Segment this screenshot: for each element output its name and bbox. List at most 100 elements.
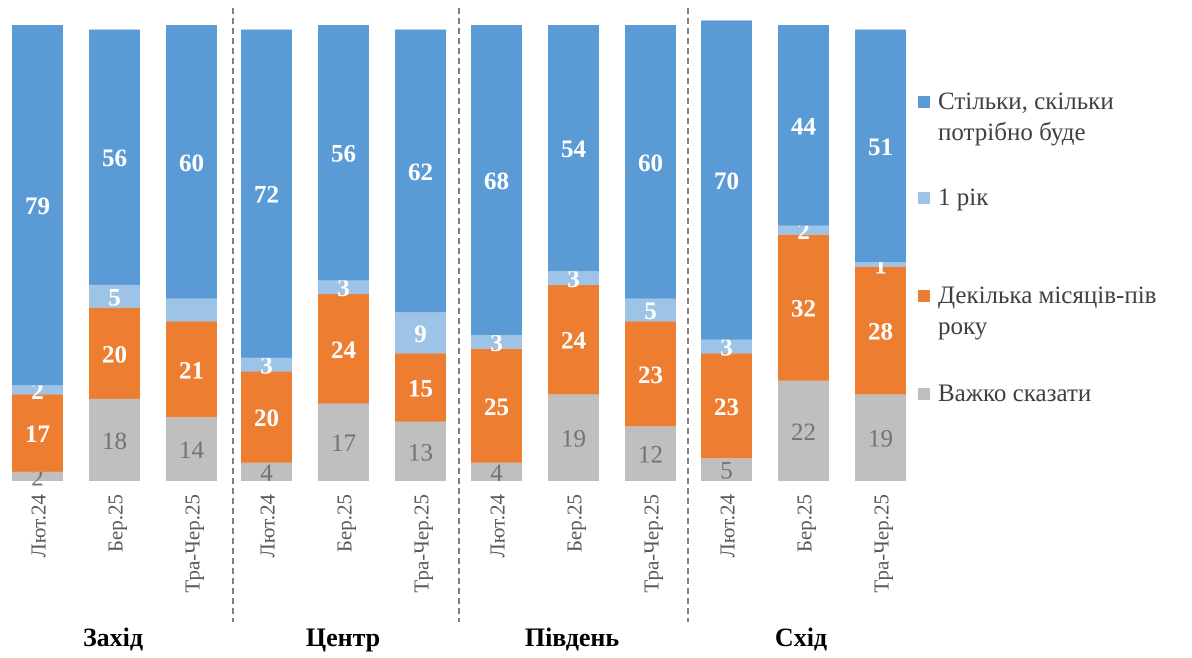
bar-segment-1-рік — [548, 271, 599, 285]
bar-segment-декілька-місяців-пів-року — [241, 371, 292, 463]
data-label: 21 — [179, 357, 204, 384]
bar-segment-1-рік — [701, 339, 752, 354]
legend-swatch-few-months — [918, 290, 930, 302]
bar-segment-стільки-скільки-потрібно-буде — [166, 25, 217, 299]
data-label: 22 — [791, 419, 816, 446]
data-label: 9 — [414, 321, 427, 348]
category-label: Бер.25 — [793, 494, 817, 552]
bar-segment-важко-сказати — [166, 417, 217, 481]
data-label: 79 — [25, 193, 50, 220]
data-label: 60 — [638, 150, 663, 177]
bar-segment-важко-сказати — [241, 462, 292, 481]
bar-segment-декілька-місяців-пів-року — [89, 307, 140, 399]
data-label: 5 — [720, 458, 733, 485]
data-label: 44 — [791, 113, 817, 140]
data-label: 3 — [490, 330, 503, 357]
data-label: 4 — [260, 460, 273, 487]
bar-segment-1-рік — [241, 357, 292, 372]
bar-segment-важко-сказати — [471, 462, 522, 481]
data-label: 14 — [179, 437, 205, 464]
data-label: 19 — [561, 426, 586, 453]
bar-segment-декілька-місяців-пів-року — [855, 266, 906, 395]
bar-segment-стільки-скільки-потрібно-буде — [701, 20, 752, 340]
group-label: Центр — [306, 623, 380, 652]
data-label: 15 — [408, 376, 433, 403]
bar-segment-1-рік — [395, 312, 446, 354]
bar-segment-стільки-скільки-потрібно-буде — [855, 29, 906, 263]
bar-segment-важко-сказати — [89, 398, 140, 481]
legend-item-one-year: 1 рік — [918, 182, 1188, 280]
legend-item-hard-to-say: Важко сказати — [918, 378, 1188, 418]
group-label: Схід — [775, 623, 827, 652]
bar-segment-важко-сказати — [548, 394, 599, 481]
bar-segment-декілька-місяців-пів-року — [548, 284, 599, 395]
data-label: 4 — [490, 460, 503, 487]
category-label: Бер.25 — [333, 494, 357, 552]
legend-label-few-months: Декілька місяців-пів року — [938, 282, 1157, 340]
bar-segment-декілька-місяців-пів-року — [166, 321, 217, 418]
bar-segment-важко-сказати — [318, 403, 369, 481]
bar-segment-декілька-місяців-пів-року — [471, 348, 522, 463]
data-label: 24 — [561, 328, 587, 355]
group-label: Південь — [525, 623, 620, 652]
category-label: Тра-Чер.25 — [410, 494, 434, 593]
bar-segment-1-рік — [625, 298, 676, 322]
bar-segment-важко-сказати — [625, 426, 676, 481]
bar-segment-стільки-скільки-потрібно-буде — [12, 25, 63, 386]
category-label: Тра-Чер.25 — [181, 494, 205, 593]
data-label: 68 — [484, 168, 509, 195]
bar-segment-стільки-скільки-потрібно-буде — [318, 25, 369, 281]
data-label: 56 — [102, 145, 127, 172]
data-label: 62 — [408, 159, 433, 186]
bar-segment-стільки-скільки-потрібно-буде — [241, 29, 292, 358]
category-label: Тра-Чер.25 — [870, 494, 894, 593]
legend-swatch-hard-to-say — [918, 388, 930, 400]
data-label: 25 — [484, 394, 509, 421]
bar-segment-стільки-скільки-потрібно-буде — [778, 25, 829, 226]
data-label: 17 — [25, 421, 50, 448]
bar-segment-важко-сказати — [855, 394, 906, 481]
data-label: 56 — [331, 141, 356, 168]
data-label: 70 — [714, 168, 739, 195]
bar-segment-важко-сказати — [778, 380, 829, 481]
data-label: 60 — [179, 150, 204, 177]
data-label: 24 — [331, 337, 357, 364]
data-label: 13 — [408, 439, 433, 466]
data-label: 3 — [260, 353, 273, 380]
legend-swatch-one-year — [918, 192, 930, 204]
category-label: Лют.24 — [716, 494, 740, 558]
bar-segment-стільки-скільки-потрібно-буде — [89, 29, 140, 285]
data-label: 3 — [720, 334, 733, 361]
data-label: 20 — [102, 341, 127, 368]
category-label: Бер.25 — [104, 494, 128, 552]
bar-segment-стільки-скільки-потрібно-буде — [625, 25, 676, 299]
category-label: Лют.24 — [27, 494, 51, 558]
bar-segment-1-рік — [318, 280, 369, 295]
bar-segment-1-рік — [855, 262, 906, 267]
bar-segment-декілька-місяців-пів-року — [12, 394, 63, 472]
category-label: Лют.24 — [486, 494, 510, 558]
data-label: 28 — [868, 319, 893, 346]
data-label: 17 — [331, 430, 356, 457]
bar-segment-1-рік — [89, 284, 140, 308]
data-label: 3 — [567, 266, 580, 293]
bar-segment-декілька-місяців-пів-року — [625, 321, 676, 427]
legend: Стільки, скільки потрібно буде 1 рік Дек… — [918, 86, 1188, 418]
bar-segment-декілька-місяців-пів-року — [778, 234, 829, 381]
bar-segment-стільки-скільки-потрібно-буде — [471, 25, 522, 336]
category-label: Лют.24 — [256, 494, 280, 558]
legend-label-hard-to-say: Важко сказати — [938, 380, 1092, 407]
bar-segment-декілька-місяців-пів-року — [318, 294, 369, 404]
bar-segment-важко-сказати — [395, 421, 446, 481]
bar-segment-важко-сказати — [12, 471, 63, 481]
data-label: 20 — [254, 405, 279, 432]
bar-segment-1-рік — [166, 298, 217, 322]
data-label: 5 — [108, 284, 121, 311]
bar-segment-стільки-скільки-потрібно-буде — [548, 25, 599, 272]
bar-segment-декілька-місяців-пів-року — [395, 353, 446, 422]
bar-segment-важко-сказати — [701, 458, 752, 481]
data-label: 23 — [638, 362, 663, 389]
bar-segment-стільки-скільки-потрібно-буде — [395, 29, 446, 313]
data-label: 5 — [644, 298, 657, 325]
